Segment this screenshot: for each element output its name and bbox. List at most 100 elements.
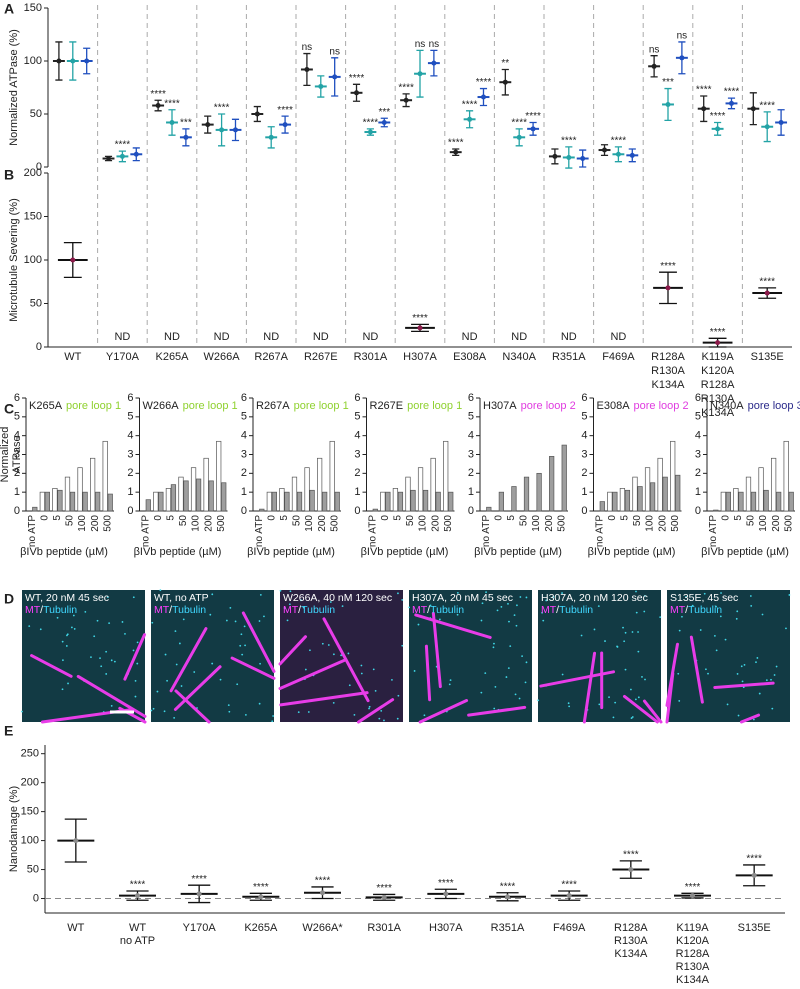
speckle (298, 711, 300, 713)
mean-dot (304, 67, 309, 72)
speckle (333, 702, 335, 704)
speckle (581, 635, 583, 637)
y-tick-label: 0 (36, 341, 42, 353)
chart-subtitle: pore loop 1 (294, 400, 349, 412)
mean-dot (517, 135, 522, 140)
mean-dot (404, 98, 409, 103)
bar (58, 490, 63, 511)
speckle (93, 635, 95, 637)
mean-dot (630, 153, 635, 158)
chart-subtitle: pore loop 1 (66, 400, 121, 412)
mean-dot (318, 84, 323, 89)
speckle (643, 611, 645, 613)
channel-name: Tubulin (430, 604, 464, 616)
x-tick-label: 500 (329, 515, 340, 532)
mean-dot (332, 74, 337, 79)
speckle (408, 606, 410, 608)
y-tick-label: 2 (468, 467, 474, 479)
speckle (235, 621, 237, 623)
speckle (375, 690, 377, 692)
significance-label: ns (677, 31, 688, 42)
bar (675, 475, 680, 511)
y-tick-label: 250 (21, 748, 39, 760)
x-tick-label: no ATP (481, 515, 492, 547)
x-tick-label: S135E (738, 922, 771, 934)
bar (45, 492, 50, 511)
significance-label: **** (660, 261, 676, 272)
bar (216, 441, 221, 511)
x-tick-label: R267E (304, 351, 338, 363)
x-tick-label: 200 (317, 515, 328, 532)
x-tick-label: 0 (493, 515, 504, 521)
x-tick-label: no ATP (254, 515, 265, 547)
panel-label: E (4, 723, 13, 739)
x-tick-label: 100 (758, 515, 769, 532)
speckle (659, 616, 661, 618)
mean-dot (73, 838, 78, 843)
speckle (137, 641, 139, 643)
speckle (508, 667, 510, 669)
speckle (450, 679, 452, 681)
mean-dot (505, 894, 510, 899)
bar (103, 441, 108, 511)
bar (373, 509, 378, 511)
y-tick-label: 5 (241, 411, 247, 423)
mean-dot (197, 891, 202, 896)
mean-dot (580, 156, 585, 161)
chart-subtitle: pore loop 2 (634, 400, 689, 412)
mean-dot (752, 873, 757, 878)
x-tick-label: WT (67, 922, 84, 934)
speckle (133, 596, 135, 598)
y-tick-label: 3 (581, 448, 587, 460)
bar (154, 492, 159, 511)
speckle (521, 655, 523, 657)
significance-label: **** (438, 878, 454, 889)
speckle (97, 620, 99, 622)
speckle (622, 627, 624, 629)
speckle (99, 657, 101, 659)
speckle (493, 646, 495, 648)
speckle (514, 614, 516, 616)
channel-label: MT/Tubulin (541, 604, 593, 616)
x-tick-label: 0 (607, 515, 618, 521)
x-tick-label: 200 (430, 515, 441, 532)
image-caption: W266A, 40 nM 120 sec (283, 592, 392, 604)
mean-dot (715, 340, 720, 345)
x-tick-label: 50 (519, 515, 530, 527)
mean-dot (690, 893, 695, 898)
y-tick-label: 50 (30, 297, 42, 309)
x-tick-label: 100 (531, 515, 542, 532)
speckle (493, 708, 495, 710)
speckle (21, 711, 23, 713)
mean-dot (269, 135, 274, 140)
bar (784, 441, 789, 511)
bar (179, 477, 184, 511)
mean-dot (602, 148, 607, 153)
y-tick-label: 50 (30, 108, 42, 120)
mean-dot (616, 152, 621, 157)
image-caption: H307A, 20 nM 120 sec (541, 592, 648, 604)
speckle (71, 627, 73, 629)
y-tick-label: 0 (695, 505, 701, 517)
x-tick-label: K119A (701, 351, 734, 363)
speckle (508, 621, 510, 623)
y-tick-label: 4 (695, 430, 701, 442)
y-tick-label: 4 (127, 430, 133, 442)
x-tick-label: WT (64, 351, 81, 363)
image-caption: H307A, 20 nM 45 sec (412, 592, 513, 604)
chart-title: E308A (597, 400, 631, 412)
speckle (228, 704, 230, 706)
y-tick-label: 1 (241, 486, 247, 498)
speckle (635, 699, 637, 701)
bar (625, 490, 630, 511)
mean-dot (779, 120, 784, 125)
speckle (220, 679, 222, 681)
speckle (181, 685, 183, 687)
speckle (397, 718, 399, 720)
speckle (766, 679, 768, 681)
x-tick-label: H307A (429, 922, 463, 934)
x-tick-label: R351A (552, 351, 586, 363)
x-tick-label: R130A (651, 365, 685, 377)
speckle (397, 695, 399, 697)
speckle (759, 693, 761, 695)
